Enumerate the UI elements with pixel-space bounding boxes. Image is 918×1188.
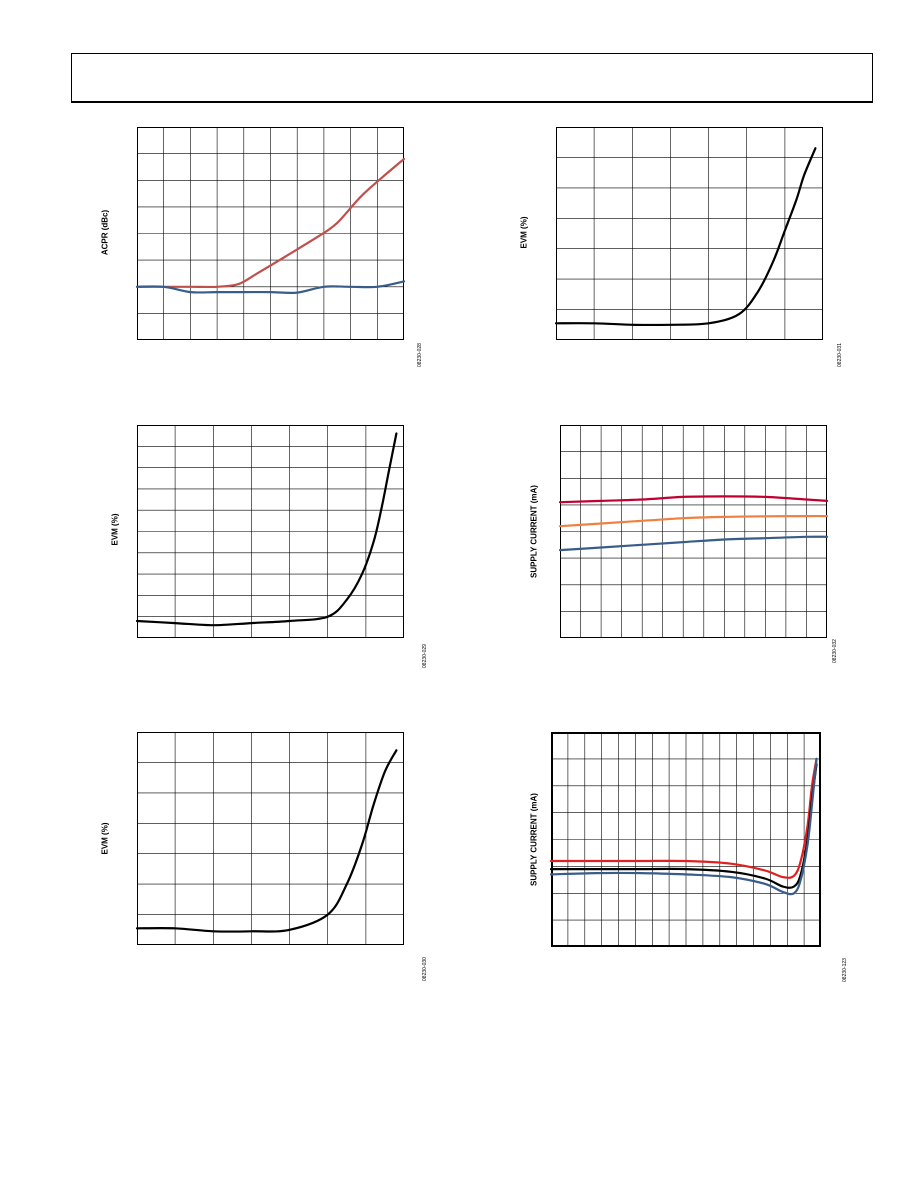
- chart-acpr-plot-series-2: [135, 280, 406, 295]
- chart-supply-current-bottom-right-plot-series-3: [549, 757, 818, 896]
- chart-supply-current-bottom-right: [549, 732, 821, 947]
- chart-supply-current-middle-right-figure-id: 08230-032: [832, 639, 838, 663]
- chart-supply-current-bottom-right-plot-series-1: [549, 757, 818, 879]
- chart-evm-bottom-left-plot-frame: [137, 732, 404, 945]
- chart-evm-bottom-left-figure-id: 08230-030: [422, 957, 428, 981]
- chart-supply-current-middle-right-plot-series-3: [558, 535, 829, 552]
- chart-supply-current-bottom-right-y-axis-label: SUPPLY CURRENT (mA): [529, 793, 539, 886]
- chart-supply-current-middle-right: [558, 425, 829, 638]
- chart-evm-top-right-plot: [554, 127, 823, 340]
- chart-acpr: [135, 127, 406, 340]
- chart-evm-middle-left-y-axis-label: EVM (%): [110, 513, 120, 546]
- chart-evm-top-right-figure-id: 08230-031: [837, 343, 843, 367]
- chart-supply-current-middle-right-plot: [558, 425, 829, 638]
- chart-evm-bottom-left-plot: [135, 732, 404, 945]
- chart-evm-middle-left: [135, 425, 404, 638]
- chart-evm-top-right-plot-series-1: [554, 147, 817, 327]
- chart-supply-current-bottom-right-plot: [549, 732, 821, 947]
- chart-evm-middle-left-plot: [135, 425, 404, 638]
- chart-evm-middle-left-plot-series-1: [135, 432, 398, 627]
- chart-supply-current-bottom-right-plot-series-2: [549, 763, 818, 889]
- chart-supply-current-bottom-right-plot-frame: [551, 732, 821, 947]
- chart-acpr-figure-id: 08230-028: [417, 343, 423, 367]
- chart-evm-bottom-left-y-axis-label: EVM (%): [100, 822, 110, 855]
- chart-evm-top-right: [554, 127, 823, 340]
- chart-acpr-plot-frame: [137, 127, 404, 340]
- chart-evm-bottom-left: [135, 732, 404, 945]
- chart-supply-current-middle-right-plot-frame: [560, 425, 827, 638]
- chart-supply-current-middle-right-plot-series-1: [558, 495, 829, 504]
- chart-supply-current-bottom-right-figure-id: 08230-123: [842, 958, 848, 982]
- chart-acpr-y-axis-label: ACPR (dBc): [100, 209, 110, 256]
- chart-evm-bottom-left-plot-series-1: [135, 749, 398, 933]
- page-header-box: [71, 53, 873, 103]
- chart-evm-middle-left-figure-id: 08230-029: [422, 644, 428, 668]
- chart-acpr-plot: [135, 127, 406, 340]
- chart-acpr-plot-series-1: [135, 157, 406, 289]
- chart-evm-top-right-plot-frame: [556, 127, 823, 340]
- chart-evm-middle-left-plot-frame: [137, 425, 404, 638]
- chart-supply-current-middle-right-y-axis-label: SUPPLY CURRENT (mA): [529, 485, 539, 578]
- chart-evm-top-right-y-axis-label: EVM (%): [519, 216, 529, 249]
- chart-supply-current-middle-right-plot-series-2: [558, 514, 829, 528]
